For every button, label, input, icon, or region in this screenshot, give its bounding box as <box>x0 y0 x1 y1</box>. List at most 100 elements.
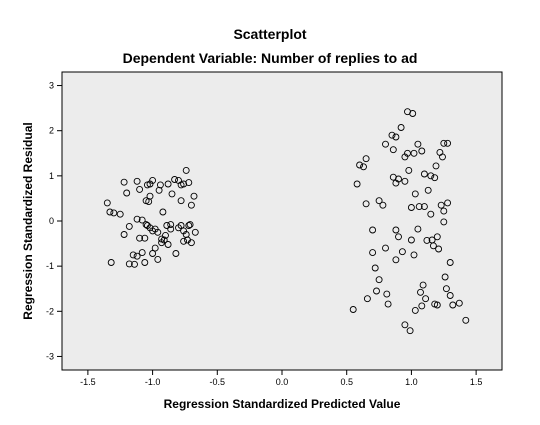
data-point <box>136 185 144 193</box>
data-point <box>410 251 418 259</box>
data-point <box>149 250 157 257</box>
data-point <box>375 197 383 205</box>
data-point <box>375 276 383 284</box>
data-point <box>382 140 389 148</box>
data-point <box>116 210 124 218</box>
y-tick-label: 3 <box>49 81 54 91</box>
data-point <box>180 237 188 245</box>
data-point <box>395 233 402 241</box>
data-point <box>435 245 443 253</box>
data-point <box>103 199 111 207</box>
data-point <box>404 149 411 157</box>
data-point <box>407 236 415 244</box>
data-point <box>353 180 361 188</box>
data-point <box>120 178 128 186</box>
data-point <box>162 231 169 239</box>
data-point <box>409 110 417 117</box>
data-point <box>363 295 371 303</box>
data-point <box>146 192 154 200</box>
x-tick-label: -0.5 <box>210 377 226 387</box>
data-point <box>187 239 195 247</box>
x-tick-label: 0.0 <box>276 377 289 387</box>
data-point <box>151 244 159 252</box>
data-point <box>388 131 396 139</box>
data-point <box>138 249 146 257</box>
data-point <box>133 252 141 260</box>
x-tick-label: 0.5 <box>340 377 353 387</box>
data-point <box>167 221 175 229</box>
data-point <box>407 204 415 211</box>
data-point <box>154 228 162 236</box>
data-point <box>142 221 150 229</box>
data-point <box>125 260 133 268</box>
data-point <box>356 161 364 169</box>
x-tick-label: 1.0 <box>405 377 418 387</box>
data-point <box>429 242 437 250</box>
data-point <box>182 166 190 174</box>
data-point <box>440 207 448 215</box>
data-point <box>185 179 193 187</box>
x-axis-label: Regression Standardized Predicted Value <box>164 397 401 411</box>
data-points <box>103 108 470 335</box>
data-point <box>405 166 413 174</box>
x-tick-label: 1.5 <box>470 377 483 387</box>
data-point <box>172 250 180 257</box>
data-point <box>418 302 426 310</box>
data-point <box>422 295 430 303</box>
data-point <box>406 327 414 335</box>
data-point <box>427 172 435 180</box>
data-point <box>389 146 397 154</box>
y-tick-label: 0 <box>49 216 54 226</box>
data-point <box>415 203 423 211</box>
data-point <box>418 147 426 155</box>
data-point <box>371 264 379 272</box>
data-point <box>440 218 448 226</box>
data-point <box>362 200 370 208</box>
data-point <box>449 301 457 309</box>
data-point <box>120 231 128 238</box>
x-tick-label: -1.0 <box>145 377 161 387</box>
data-point <box>440 139 448 147</box>
x-tick-label: -1.5 <box>80 377 96 387</box>
data-point <box>392 133 400 141</box>
data-point <box>439 153 446 161</box>
data-point <box>133 215 141 223</box>
data-point <box>395 175 402 183</box>
data-point <box>362 155 370 163</box>
data-point <box>110 209 118 217</box>
data-point <box>414 140 422 148</box>
data-point <box>384 300 392 308</box>
data-point <box>154 255 162 263</box>
data-point <box>442 285 450 293</box>
data-point <box>382 244 389 252</box>
data-point <box>427 210 435 218</box>
data-point <box>444 199 452 207</box>
data-point <box>401 321 409 329</box>
data-point <box>106 208 114 216</box>
data-point <box>392 226 400 234</box>
data-point <box>419 281 427 289</box>
data-point <box>125 222 133 230</box>
data-point <box>159 208 167 216</box>
data-point <box>423 236 431 244</box>
data-point <box>462 316 470 324</box>
data-point <box>360 163 367 171</box>
data-point <box>177 222 185 229</box>
y-axis-label: Regression Standardized Residual <box>21 122 35 319</box>
data-point <box>149 176 157 184</box>
data-point <box>129 251 137 259</box>
data-point <box>383 290 391 298</box>
data-point <box>410 149 418 157</box>
chart-subtitle: Dependent Variable: Number of replies to… <box>122 50 418 66</box>
data-point <box>180 180 188 188</box>
y-tick-label: -3 <box>46 351 54 361</box>
y-tick-label: -2 <box>46 306 54 316</box>
data-point <box>441 273 449 281</box>
data-point <box>414 225 422 233</box>
y-axis: -3 -2 -1 0 1 2 3 <box>46 81 62 361</box>
x-axis: -1.5 -1.0 -0.5 0.0 0.5 1.0 1.5 <box>80 370 482 387</box>
data-point <box>431 300 439 308</box>
data-point <box>186 221 194 229</box>
data-point <box>349 306 357 313</box>
data-point <box>373 287 380 295</box>
